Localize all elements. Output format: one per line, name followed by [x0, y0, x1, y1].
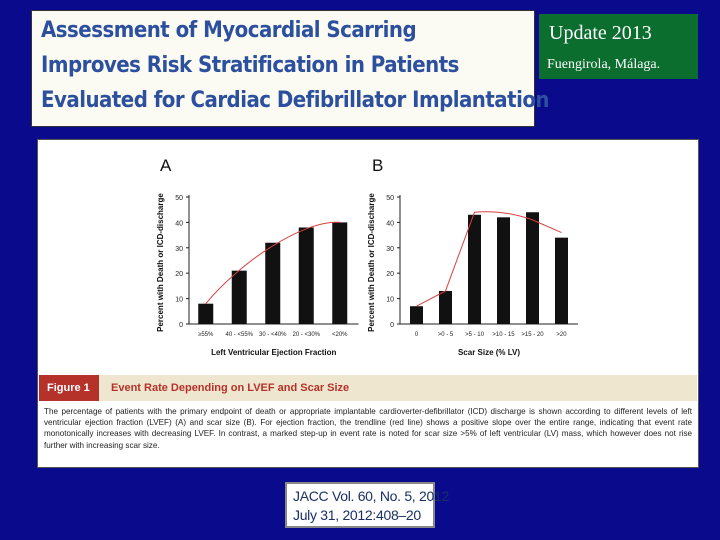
chart-a-y-tick-label: 20 — [175, 271, 183, 278]
figure-caption: The percentage of patients with the prim… — [44, 407, 692, 450]
chart-b-y-axis-label: Percent with Death or ICD-discharge — [367, 193, 376, 332]
citation-line-2: July 31, 2012:408–20 — [293, 507, 421, 523]
chart-a-y-tick-label: 10 — [175, 297, 183, 304]
chart-b-bar — [497, 217, 510, 324]
chart-a-y-tick-label: 30 — [175, 246, 183, 253]
chart-b-category-label: >10 - 15 — [492, 332, 515, 338]
figure-panel: A 0 10 20 30 40 50 Percent with Death or ICD-di… — [37, 139, 699, 468]
chart-a-x-axis-label: Left Ventricular Ejection Fraction — [211, 348, 336, 357]
chart-b-category-label: >0 - 5 — [438, 332, 454, 338]
chart-a-panel-letter: A — [160, 156, 172, 175]
chart-a-y-tick-label: 0 — [179, 322, 183, 329]
chart-b-y-tick-label: 40 — [386, 220, 394, 227]
chart-a-category-label: <20% — [332, 332, 348, 338]
citation-line-1: JACC Vol. 60, No. 5, 2012 — [293, 488, 449, 504]
chart-b-category-label: >5 - 10 — [465, 332, 485, 338]
article-title-line-2: Improves Risk Stratification in Patients — [41, 52, 459, 78]
chart-b-y-tick-label: 30 — [386, 246, 394, 253]
chart-a-y-tick-label: 40 — [175, 220, 183, 227]
figure-header: Figure 1 Event Rate Depending on LVEF an… — [39, 375, 697, 401]
chart-a-y-tick-label: 50 — [175, 195, 183, 202]
chart-a-bar — [332, 222, 348, 324]
figure-title: Event Rate Depending on LVEF and Scar Si… — [111, 382, 350, 394]
article-title-line-3: Evaluated for Cardiac Defibrillator Impl… — [41, 87, 550, 113]
chart-a-bar — [298, 227, 314, 324]
chart-a-y-axis-label: Percent with Death or ICD-discharge — [156, 193, 165, 332]
charts-svg: A 0 10 20 30 40 50 Percent with Death or ICD-di… — [156, 156, 578, 357]
chart-a-bar — [265, 242, 281, 324]
article-title-box: Assessment of Myocardial Scarring Improv… — [31, 10, 550, 127]
chart-b-bar — [468, 214, 481, 324]
chart-a-trendline — [205, 221, 340, 304]
chart-b-category-label: 0 — [415, 332, 419, 338]
chart-b-trendline — [416, 211, 562, 307]
chart-b-bar — [410, 306, 423, 324]
update-title: Update 2013 — [549, 22, 652, 44]
chart-b-category-label: >20 — [556, 332, 567, 338]
chart-a-bar — [198, 303, 214, 324]
article-title-line-1: Assessment of Myocardial Scarring — [41, 17, 417, 43]
chart-a-category-label: ≥55% — [198, 332, 214, 338]
chart-a-category-label: 40 - <55% — [225, 332, 253, 338]
chart-b-y-tick-label: 50 — [386, 195, 394, 202]
chart-b-x-axis-label: Scar Size (% LV) — [458, 348, 520, 357]
chart-b-y-tick-label: 10 — [386, 297, 394, 304]
chart-b-bar — [439, 290, 452, 324]
chart-b-y-tick-label: 0 — [390, 322, 394, 329]
chart-b-panel-letter: B — [372, 156, 383, 175]
citation-box: JACC Vol. 60, No. 5, 2012 July 31, 2012:… — [285, 482, 449, 528]
chart-a-category-label: 20 - <30% — [292, 332, 320, 338]
chart-b-bar — [555, 237, 568, 324]
figure-label: Figure 1 — [39, 375, 99, 401]
chart-b-category-label: >15 - 20 — [521, 332, 544, 338]
update-box: Update 2013 Fuengirola, Málaga. — [539, 14, 698, 79]
chart-b-y-tick-label: 20 — [386, 271, 394, 278]
chart-a-category-label: 30 - <40% — [259, 332, 287, 338]
update-location: Fuengirola, Málaga. — [547, 57, 661, 72]
chart-a-bar — [231, 270, 247, 324]
chart-b-bar — [526, 212, 539, 324]
